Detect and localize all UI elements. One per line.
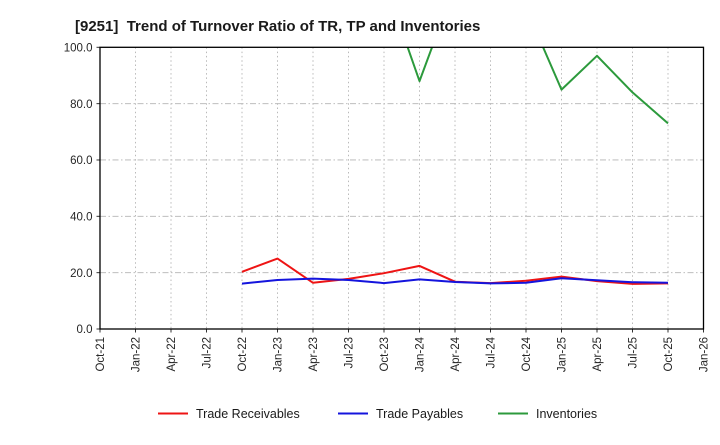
y-tick-label: 60.0: [70, 155, 92, 167]
x-tick-label: Jul-24: [486, 336, 498, 368]
x-tick-label: Jan-26: [699, 337, 711, 372]
legend-label-inventories: Inventories: [536, 407, 597, 421]
x-tick-label: Oct-22: [237, 337, 249, 372]
legend-item-inventories: Inventories: [498, 407, 597, 421]
legend-label-trade-receivables: Trade Receivables: [196, 407, 300, 421]
x-tick-label: Jan-25: [557, 337, 569, 372]
chart-title: [9251] Trend of Turnover Ratio of TR, TP…: [75, 18, 480, 35]
x-tick-label: Jan-24: [415, 336, 427, 372]
x-tick-label: Oct-25: [663, 337, 675, 372]
legend-item-trade-payables: Trade Payables: [338, 407, 463, 421]
y-tick-label: 80.0: [70, 99, 92, 111]
x-tick-label: Jan-22: [131, 337, 143, 372]
y-tick-label: 100.0: [64, 43, 93, 55]
x-tick-label: Oct-24: [521, 336, 533, 371]
x-tick-label: Apr-25: [592, 337, 604, 372]
x-tick-label: Apr-22: [166, 337, 178, 372]
plot-area: Oct-21 Jan-22 Apr-22 Jul-22 Oct-22 Jan-23 Apr-…: [64, 43, 711, 373]
x-tick-label: Oct-23: [379, 337, 391, 372]
series-line-trade-payables: [241, 277, 669, 285]
y-tick-label: 0.0: [77, 324, 93, 336]
x-tick-label: Jan-23: [273, 337, 285, 372]
x-tick-label: Jul-23: [344, 337, 356, 368]
legend-label-trade-payables: Trade Payables: [376, 407, 463, 421]
y-tick-label: 40.0: [70, 212, 92, 224]
legend-item-trade-receivables: Trade Receivables: [158, 407, 300, 421]
series-line-inventories: [406, 47, 669, 125]
x-tick-label: Jul-25: [628, 337, 640, 368]
x-tick-label: Oct-21: [95, 337, 107, 372]
y-tick-label: 20.0: [70, 268, 92, 280]
legend: Trade Receivables Trade Payables Invento…: [158, 407, 597, 421]
x-tick-label: Apr-23: [308, 337, 320, 372]
x-tick-label: Jul-22: [202, 337, 214, 368]
x-tick-label: Apr-24: [450, 336, 462, 371]
plot-border: [99, 46, 705, 330]
